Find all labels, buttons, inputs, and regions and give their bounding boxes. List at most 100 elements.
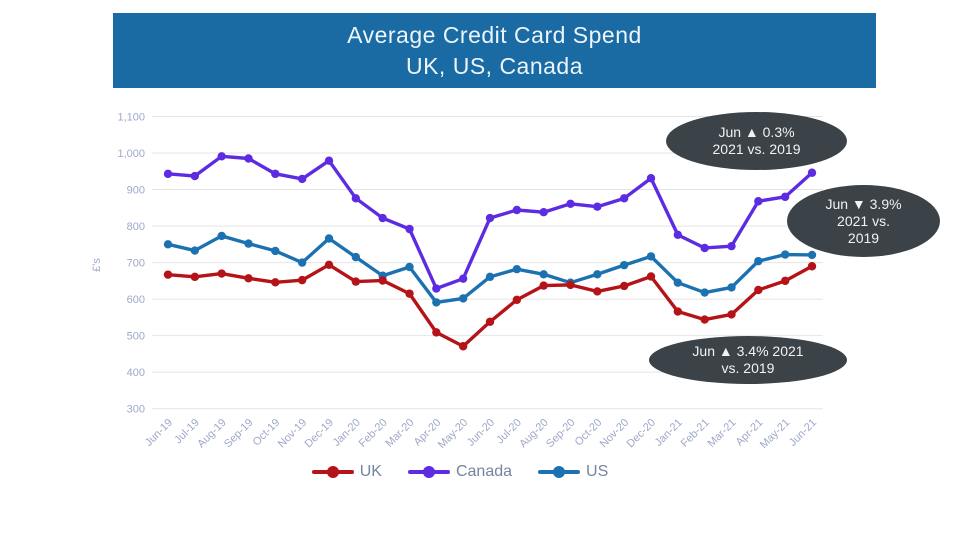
us-point [190, 246, 200, 255]
uk-point [807, 262, 817, 271]
uk-point [593, 287, 602, 296]
canada-point [163, 169, 173, 179]
canada-point [485, 213, 495, 223]
canada-point [780, 192, 790, 202]
canada-point [297, 174, 307, 184]
annotation-line: Jun ▲ 0.3% [718, 124, 795, 140]
legend-marker-us-icon [538, 466, 581, 478]
uk-point [244, 274, 253, 283]
us-point [432, 298, 441, 307]
canada-point [217, 152, 226, 161]
x-tick-label: Feb-20 [357, 417, 390, 450]
uk-point [673, 307, 683, 316]
x-tick-label: Feb-21 [679, 417, 712, 450]
y-tick-label: 600 [127, 294, 145, 306]
uk-point [351, 277, 361, 286]
us-point [163, 240, 173, 249]
annotation-line: 2021 vs. 2019 [712, 141, 801, 157]
chart-title-line1: Average Credit Card Spend [347, 21, 642, 48]
annotation-line: 2019 [847, 229, 880, 246]
uk-point [458, 342, 468, 351]
canada-point [673, 230, 683, 240]
y-tick-label: 1,000 [117, 148, 145, 160]
canada-point [271, 169, 280, 179]
uk-point [485, 317, 495, 326]
uk-point [217, 269, 226, 278]
canada-point [646, 174, 656, 183]
canada-point [378, 213, 387, 223]
canada-point [566, 199, 575, 208]
canada-point [700, 243, 709, 253]
legend-label: UK [359, 463, 382, 480]
legend-marker-canada-icon [407, 466, 450, 478]
canada-point [432, 284, 441, 293]
us-point [539, 270, 548, 279]
y-tick-label: 1,100 [117, 112, 145, 124]
annotation-canada-jun: Jun ▲ 0.3% 2021 vs. 2019 [666, 112, 847, 170]
y-tick-label: 900 [127, 185, 145, 197]
canada-point [351, 194, 361, 203]
canada-point [539, 207, 548, 217]
legend-label: Canada [455, 463, 513, 480]
x-tick-label: Dec-19 [303, 417, 337, 451]
us-point [754, 256, 763, 266]
canada-point [512, 205, 522, 215]
x-tick-label: Aug-19 [195, 417, 229, 451]
us-point [458, 294, 468, 303]
us-point [727, 283, 736, 292]
legend-item-us: US [538, 463, 608, 481]
us-point [780, 250, 790, 259]
legend-item-canada: Canada [407, 463, 513, 481]
canada-line [166, 154, 814, 291]
uk-point [271, 278, 280, 287]
uk-point [324, 260, 334, 269]
us-point [405, 262, 414, 272]
us-point [324, 234, 334, 243]
us-point [512, 264, 522, 274]
us-point [297, 258, 307, 267]
x-tick-label: May-21 [758, 417, 792, 451]
y-tick-label: 300 [127, 404, 145, 416]
y-tick-label: 500 [127, 331, 145, 343]
legend-marker-uk-icon [311, 466, 354, 478]
us-point [593, 270, 602, 279]
canada-point [324, 156, 334, 165]
canada-point [458, 274, 468, 283]
us-point [673, 278, 683, 287]
y-tick-label: 800 [127, 221, 145, 233]
uk-point [432, 328, 441, 337]
legend-label: US [586, 463, 609, 480]
us-point [351, 252, 361, 262]
y-axis-title: £'s [91, 258, 103, 272]
y-tick-label: 400 [127, 367, 145, 379]
canada-point [405, 224, 414, 234]
uk-point [190, 272, 200, 282]
annotation-line: 2021 vs. [837, 212, 890, 229]
us-point [485, 272, 495, 282]
x-tick-label: May-20 [436, 417, 470, 451]
canada-point [619, 194, 629, 203]
uk-point [405, 289, 414, 298]
us-point [646, 252, 656, 261]
x-tick-label: Dec-20 [625, 417, 659, 451]
canada-point [190, 171, 200, 181]
x-tick-label: Nov-20 [598, 417, 632, 451]
annotation-line: Jun ▲ 3.4% 2021 [692, 343, 804, 359]
uk-point [163, 270, 173, 279]
x-tick-label: Jun-19 [143, 417, 175, 449]
uk-point [780, 276, 790, 286]
us-point [807, 250, 817, 260]
x-tick-label: Nov-19 [276, 417, 310, 451]
canada-point [244, 154, 253, 163]
uk-point [754, 285, 763, 295]
us-point [217, 231, 226, 241]
uk-point [378, 276, 387, 285]
canada-point [807, 168, 817, 177]
canada-point [593, 202, 602, 211]
title-banner: Average Credit Card Spend UK, US, Canada [113, 13, 876, 88]
uk-point [512, 295, 522, 305]
canada-point [754, 197, 763, 206]
y-tick-label: 700 [127, 258, 145, 270]
uk-point [619, 281, 629, 291]
uk-point [727, 310, 736, 319]
